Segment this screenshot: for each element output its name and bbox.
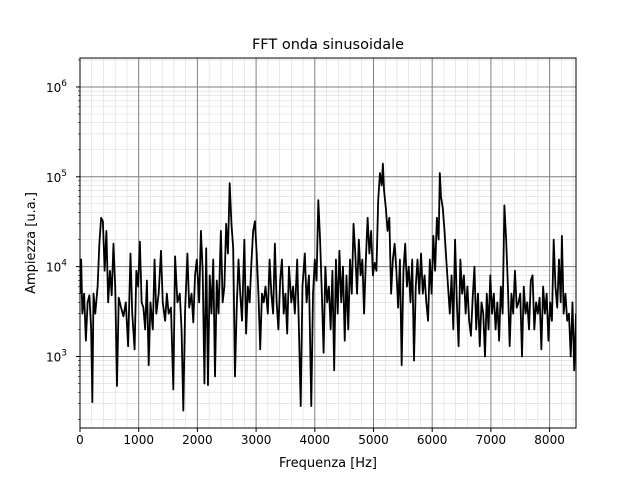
x-tick-label: 4000 bbox=[300, 433, 331, 447]
y-tick-exponent: 3 bbox=[61, 348, 67, 358]
x-tick-label: 3000 bbox=[241, 433, 272, 447]
y-tick-exponent: 5 bbox=[61, 169, 67, 179]
x-axis-label: Frequenza [Hz] bbox=[279, 456, 377, 471]
y-tick-base: 10 bbox=[46, 171, 61, 185]
x-tick-label: 2000 bbox=[182, 433, 213, 447]
y-tick-base: 10 bbox=[46, 81, 61, 95]
chart-title: FFT onda sinusoidale bbox=[252, 37, 404, 53]
y-tick-label: 103 bbox=[46, 348, 67, 364]
y-tick-base: 10 bbox=[46, 261, 61, 275]
y-tick-label: 104 bbox=[46, 259, 67, 275]
x-tick-label: 8000 bbox=[534, 433, 565, 447]
y-axis-label: Ampiezza [u.a.] bbox=[24, 192, 39, 294]
y-tick-base: 10 bbox=[46, 350, 61, 364]
series-layer bbox=[80, 162, 576, 412]
x-tick-label: 6000 bbox=[417, 433, 448, 447]
y-tick-label: 106 bbox=[46, 79, 67, 95]
x-tick-label: 1000 bbox=[123, 433, 154, 447]
y-tick-label: 105 bbox=[46, 169, 67, 185]
y-tick-exponent: 4 bbox=[61, 259, 67, 269]
x-tick-label: 5000 bbox=[358, 433, 389, 447]
x-axis: 0 1000 2000 3000 4000 5000 6000 7000 8000 bbox=[76, 428, 565, 447]
x-tick-label: 7000 bbox=[476, 433, 507, 447]
fft-series-line bbox=[80, 162, 576, 412]
x-tick-label: 0 bbox=[76, 433, 84, 447]
plot-frame bbox=[79, 57, 577, 429]
y-tick-exponent: 6 bbox=[61, 79, 67, 89]
